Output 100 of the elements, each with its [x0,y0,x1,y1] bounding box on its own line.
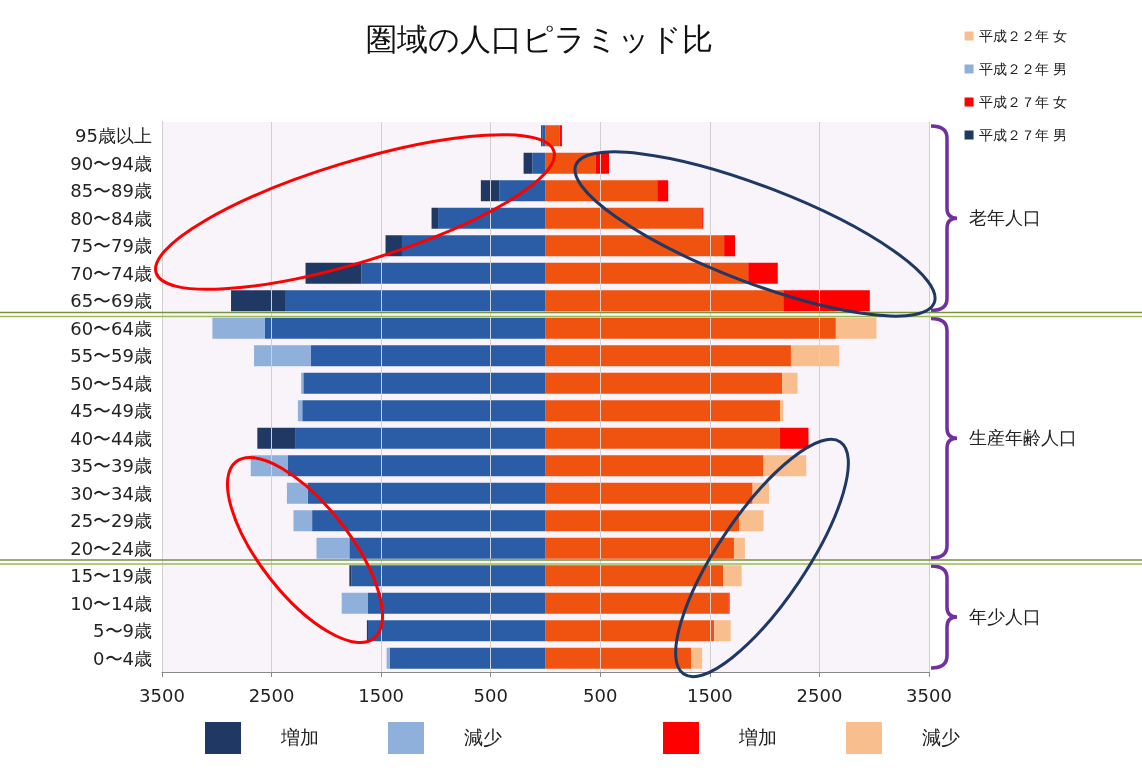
x-tick-label: 1500 [686,684,733,706]
text: 減少 [464,725,502,750]
bar [545,235,725,257]
y-tick-label: 75〜79歳 [70,235,152,257]
y-tick-label: 20〜24歳 [70,537,152,559]
bar [545,125,560,147]
bar [401,235,546,257]
bar [545,455,764,477]
bar [545,317,836,339]
bar [545,180,658,202]
bar [288,455,546,477]
y-tick-label: 10〜14歳 [70,592,152,614]
bar [782,372,798,394]
y-tick-label: 55〜59歳 [70,345,152,367]
bar [349,565,352,587]
y-tick-label: 40〜44歳 [70,427,152,449]
x-tick-label: 500 [473,684,508,706]
x-tick-label: 3500 [139,684,185,706]
y-tick-label: 35〜39歳 [70,455,152,477]
bar [545,592,729,614]
bar [254,345,312,367]
bar [779,400,784,422]
y-tick-label: 15〜19歳 [70,565,152,587]
bar [312,510,546,532]
text: 減少 [922,725,960,750]
bar [367,620,546,642]
bar [723,565,742,587]
bar [212,317,265,339]
bar [545,345,791,367]
y-tick-label: 90〜94歳 [70,152,152,174]
bar [349,537,546,559]
y-tick-label: 65〜69歳 [70,290,152,312]
y-tick-label: 5〜9歳 [93,620,152,642]
bar [431,207,439,229]
bar [295,427,546,449]
bar [316,537,350,559]
bar [545,565,724,587]
chart-title: 圏域の人口ピラミッド比 [365,20,713,57]
band-label: 生産年齢人口 [969,426,1077,451]
legend-label: 平成２２年 女 [978,28,1067,44]
y-tick-label: 0〜4歳 [93,647,152,669]
bar [297,400,303,422]
bar [835,317,877,339]
x-tick-label: 500 [583,684,618,706]
y-tick-label: 80〜84歳 [70,207,152,229]
bar [545,510,740,532]
y-tick-label: 60〜64歳 [70,317,152,339]
bar [739,510,764,532]
bar [231,290,286,312]
bar [545,620,715,642]
text: 増加 [281,725,319,750]
bar [307,482,546,504]
bar [657,180,669,202]
y-tick-label: 45〜49歳 [70,400,152,422]
bar [293,510,313,532]
y-tick-label: 85〜89歳 [70,180,152,202]
legend-label: 平成２７年 女 [978,94,1067,110]
band-label: 年少人口 [969,605,1041,629]
bar [691,647,703,669]
bar [367,592,546,614]
bar [386,647,390,669]
bar [545,427,780,449]
bar [779,427,809,449]
bar [733,537,745,559]
bar [545,207,703,229]
x-tick-label: 2500 [248,684,295,706]
legend-label: 平成２７年 男 [978,127,1067,143]
x-tick-label: 1500 [358,684,405,706]
y-tick-label: 50〜54歳 [70,372,152,394]
bar [361,262,546,284]
bar [748,262,778,284]
bar [545,537,734,559]
bar [286,482,308,504]
bar [790,345,840,367]
bar [285,290,546,312]
y-tick-label: 25〜29歳 [70,510,152,532]
bar [301,372,304,394]
bar [545,647,692,669]
bar [265,317,546,339]
bar [341,592,368,614]
bar [545,372,783,394]
bar [545,482,753,504]
bar [523,152,533,174]
y-tick-label: 30〜34歳 [70,482,152,504]
bar [480,180,500,202]
bar [311,345,546,367]
y-tick-label: 70〜74歳 [70,262,152,284]
bar [302,400,546,422]
bar [545,262,749,284]
legend-label: 平成２２年 男 [978,61,1067,77]
bar [545,290,784,312]
bar [438,207,546,229]
bar [714,620,731,642]
text: 増加 [739,725,777,750]
bar [351,565,546,587]
bar [532,152,546,174]
x-tick-label: 3500 [906,684,952,706]
bar [389,647,546,669]
bar [724,235,736,257]
x-tick-label: 2500 [796,684,843,706]
